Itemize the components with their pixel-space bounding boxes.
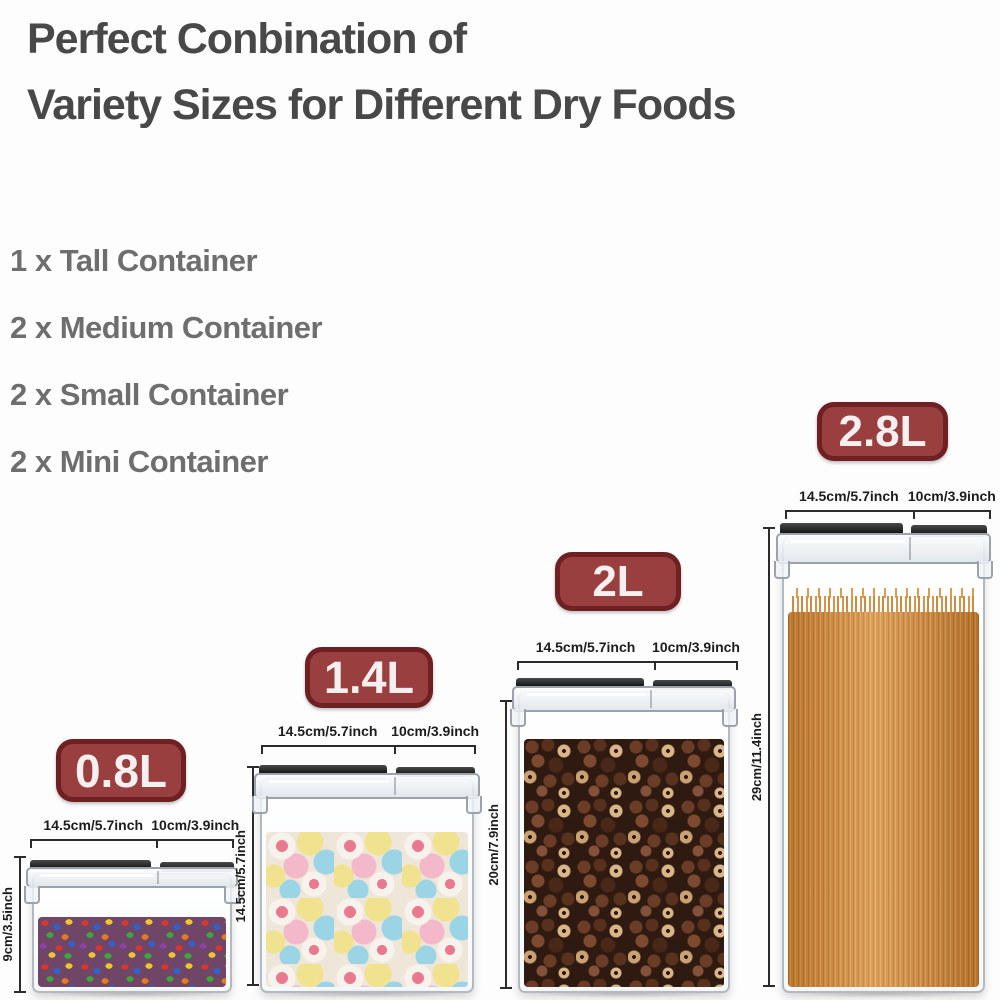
height-label: 20cm/7.9inch xyxy=(486,803,501,886)
dimension-line xyxy=(30,839,234,848)
capacity-label: 1.4L xyxy=(323,651,415,703)
dimension-line xyxy=(517,661,738,670)
capacity-badge-1-4l: 1.4L xyxy=(305,647,433,708)
lid-latch-right xyxy=(224,886,240,904)
container-photo-medium xyxy=(510,678,738,998)
ground-shadow xyxy=(34,988,230,998)
lid-latch-right xyxy=(977,561,993,579)
candies-fill xyxy=(38,917,226,987)
headline-line-2: Variety Sizes for Different Dry Foods xyxy=(27,81,737,129)
container-body xyxy=(32,873,232,993)
ground-shadow xyxy=(784,988,983,998)
container-body xyxy=(260,778,474,993)
width-label: 14.5cm/5.7inch xyxy=(799,488,899,504)
width-label: 14.5cm/5.7inch xyxy=(43,817,144,833)
container-body xyxy=(518,691,730,993)
headline-line-1: Perfect Conbination of xyxy=(27,15,467,63)
list-item-mini: 2 x Mini Container xyxy=(10,444,268,479)
lid-latch-right xyxy=(466,796,482,814)
list-item-medium: 2 x Medium Container xyxy=(10,310,323,345)
container-photo-mini xyxy=(24,860,240,998)
width-depth-dimension-tall: 14.5cm/5.7inch 10cm/3.9inch xyxy=(785,488,996,519)
width-depth-dimension-mini: 14.5cm/5.7inch 10cm/3.9inch xyxy=(30,817,239,848)
spaghetti-tips xyxy=(792,596,975,612)
width-label: 14.5cm/5.7inch xyxy=(535,639,636,655)
lid-latch-right xyxy=(722,709,738,727)
container-body xyxy=(782,536,985,993)
lid-latch-left xyxy=(252,796,268,814)
ground-shadow xyxy=(262,988,472,998)
dimension-line xyxy=(763,527,775,987)
set-contents-list: 1 x Tall Container 2 x Medium Container … xyxy=(10,243,323,511)
height-label: 9cm/3.5inch xyxy=(0,887,15,962)
container-photo-tall xyxy=(774,523,993,998)
capacity-label: 2.8L xyxy=(838,406,927,456)
marshmallows-fill xyxy=(266,832,468,987)
height-label: 14.5cm/5.7inch xyxy=(233,829,248,923)
height-dimension-mini: 9cm/3.5inch xyxy=(0,856,26,993)
depth-label: 10cm/3.9inch xyxy=(391,723,480,739)
headline: Perfect Conbination of Variety Sizes for… xyxy=(27,6,737,138)
height-dimension-small: 14.5cm/5.7inch xyxy=(233,766,259,986)
capacity-label: 0.8L xyxy=(74,744,168,797)
capacity-badge-2-8l: 2.8L xyxy=(817,402,948,461)
list-item-tall: 1 x Tall Container xyxy=(10,243,258,278)
capacity-label: 2L xyxy=(592,556,644,606)
depth-label: 10cm/3.9inch xyxy=(907,488,996,504)
capacity-badge-0-8l: 0.8L xyxy=(56,739,186,802)
width-depth-dimension-small: 14.5cm/5.7inch 10cm/3.9inch xyxy=(261,723,480,754)
lid-latch-left xyxy=(510,709,526,727)
width-label: 14.5cm/5.7inch xyxy=(277,723,378,739)
dimension-line xyxy=(261,745,476,754)
dimension-line xyxy=(247,766,259,986)
spaghetti-tips xyxy=(792,588,975,598)
container-photo-small xyxy=(252,765,482,998)
spaghetti-fill xyxy=(788,612,979,987)
list-item-small: 2 x Small Container xyxy=(10,377,289,412)
ground-shadow xyxy=(520,988,728,998)
lid-latch-left xyxy=(774,561,790,579)
height-dimension-tall: 29cm/11.4inch xyxy=(749,527,775,987)
dimension-line xyxy=(500,700,512,989)
depth-label: 10cm/3.9inch xyxy=(652,639,740,655)
width-depth-dimension-medium: 14.5cm/5.7inch 10cm/3.9inch xyxy=(517,639,740,670)
lid-latch-left xyxy=(24,886,40,904)
dimension-line xyxy=(785,510,991,519)
depth-label: 10cm/3.9inch xyxy=(151,817,240,833)
capacity-badge-2l: 2L xyxy=(555,552,681,611)
cereal-fill xyxy=(524,739,724,987)
dimension-line xyxy=(14,856,26,993)
height-dimension-medium: 20cm/7.9inch xyxy=(486,700,512,989)
height-label: 29cm/11.4inch xyxy=(749,712,764,802)
